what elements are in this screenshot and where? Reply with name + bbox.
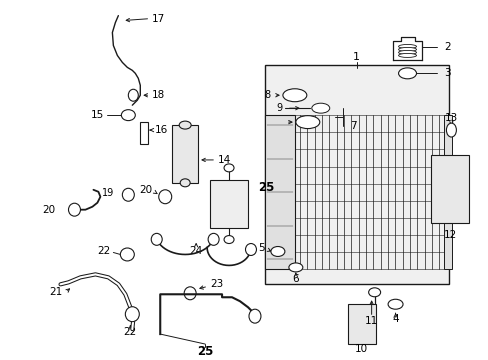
Ellipse shape — [151, 233, 162, 245]
Ellipse shape — [121, 110, 135, 121]
Ellipse shape — [208, 233, 219, 245]
Bar — [172, 125, 198, 183]
Text: 6: 6 — [292, 274, 299, 284]
Text: 16: 16 — [155, 125, 168, 135]
Ellipse shape — [288, 263, 302, 272]
Ellipse shape — [184, 287, 196, 300]
Text: 22: 22 — [97, 247, 110, 256]
Ellipse shape — [295, 116, 319, 129]
Text: 9: 9 — [276, 103, 283, 113]
Ellipse shape — [159, 190, 171, 204]
Ellipse shape — [120, 248, 134, 261]
Text: 5: 5 — [258, 243, 264, 252]
Bar — [444, 115, 451, 269]
Text: 19: 19 — [102, 188, 114, 198]
Text: 24: 24 — [189, 247, 203, 256]
Text: 23: 23 — [210, 279, 223, 289]
Text: 22: 22 — [123, 327, 137, 337]
Ellipse shape — [387, 299, 402, 309]
Text: 17: 17 — [152, 14, 165, 24]
Text: 20: 20 — [42, 205, 56, 215]
Ellipse shape — [128, 89, 138, 101]
Text: 7: 7 — [349, 121, 356, 131]
Text: 14: 14 — [218, 155, 231, 165]
Ellipse shape — [180, 179, 190, 187]
Text: 2: 2 — [444, 42, 450, 53]
Ellipse shape — [224, 164, 234, 172]
Ellipse shape — [122, 188, 134, 201]
Text: 12: 12 — [443, 230, 456, 239]
Ellipse shape — [368, 288, 380, 297]
Bar — [210, 180, 247, 228]
Bar — [264, 115, 294, 269]
Bar — [140, 122, 148, 144]
Text: 11: 11 — [364, 316, 378, 326]
Ellipse shape — [245, 243, 256, 256]
Ellipse shape — [283, 89, 306, 102]
Text: 13: 13 — [444, 113, 457, 123]
Bar — [430, 155, 468, 222]
Ellipse shape — [398, 50, 416, 54]
Ellipse shape — [125, 307, 139, 321]
Ellipse shape — [398, 45, 416, 49]
Text: 21: 21 — [49, 287, 62, 297]
Text: 25: 25 — [258, 181, 274, 194]
Text: 25: 25 — [197, 345, 213, 357]
Ellipse shape — [446, 123, 455, 137]
Ellipse shape — [224, 235, 234, 243]
Ellipse shape — [398, 53, 416, 58]
Ellipse shape — [248, 309, 261, 323]
Text: 20: 20 — [139, 185, 152, 195]
Ellipse shape — [398, 68, 416, 79]
Bar — [347, 304, 375, 344]
Ellipse shape — [311, 103, 329, 113]
Text: 8: 8 — [264, 90, 270, 100]
Ellipse shape — [398, 48, 416, 51]
Text: 10: 10 — [354, 344, 367, 354]
Text: 18: 18 — [152, 90, 165, 100]
Text: 15: 15 — [91, 110, 104, 120]
Ellipse shape — [68, 203, 81, 216]
Ellipse shape — [270, 247, 285, 256]
Bar — [264, 66, 448, 284]
Ellipse shape — [179, 121, 191, 129]
Text: 1: 1 — [352, 53, 360, 62]
Text: 3: 3 — [444, 68, 450, 78]
Text: 4: 4 — [391, 314, 398, 324]
